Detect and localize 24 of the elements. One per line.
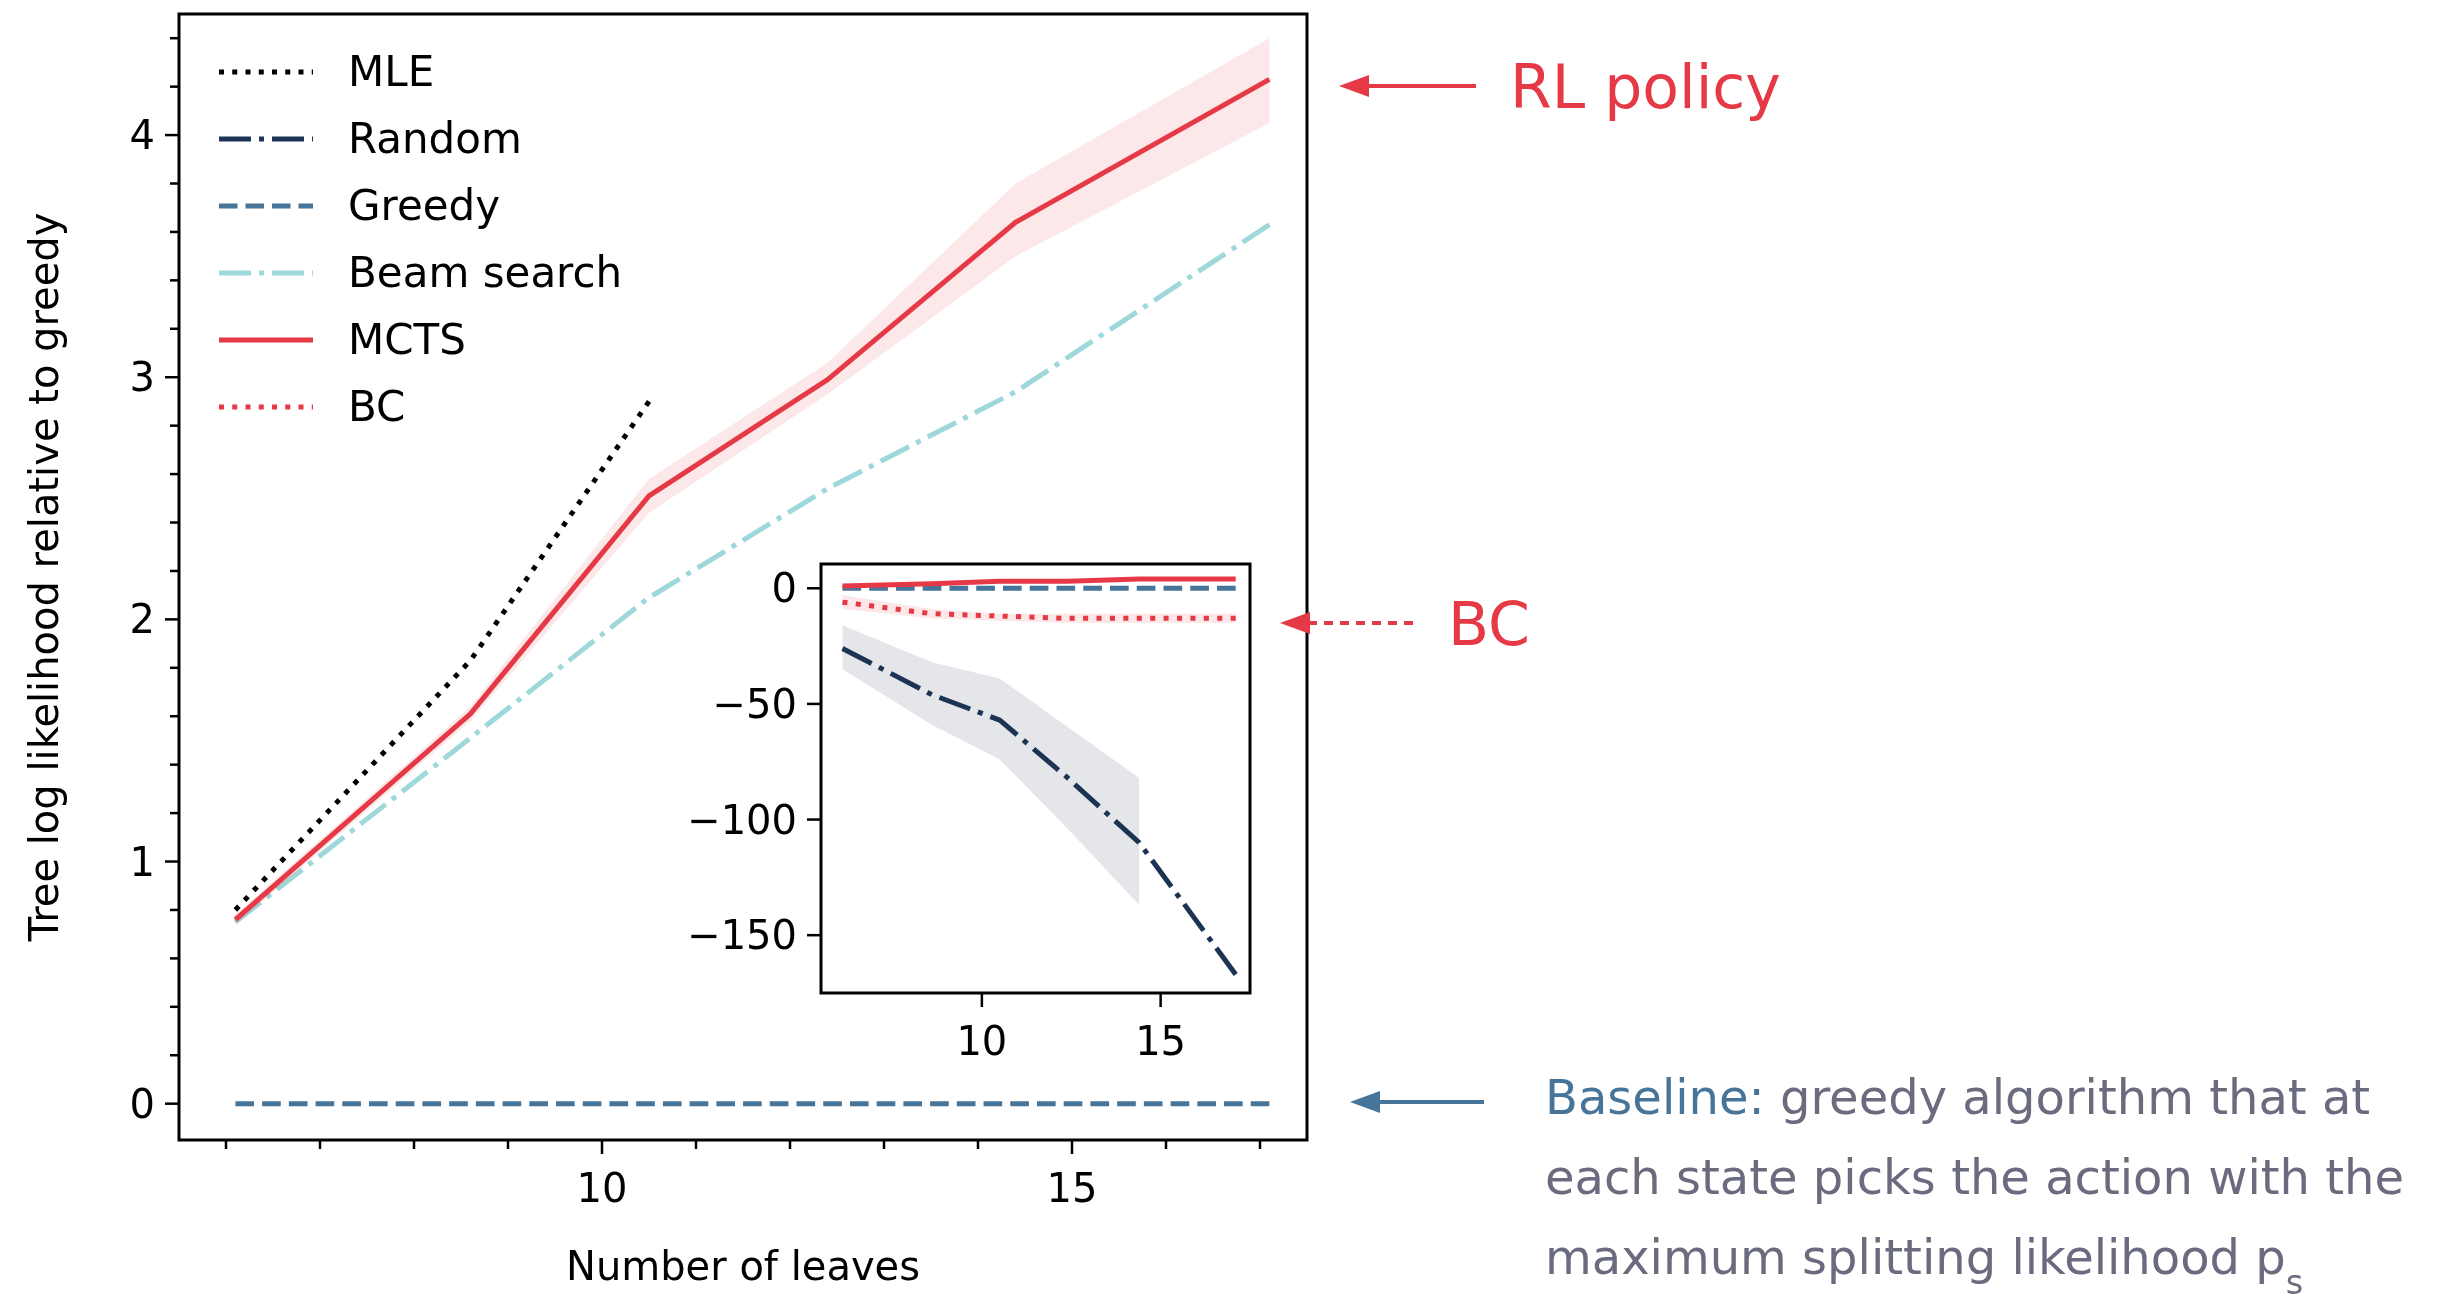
y-tick-label: −150 xyxy=(687,912,797,959)
y-tick-label: 1 xyxy=(129,838,155,885)
x-tick-label: 10 xyxy=(956,1018,1008,1064)
y-tick-label: −50 xyxy=(712,680,797,727)
y-tick-label: 0 xyxy=(771,565,797,612)
y-tick-label: 0 xyxy=(129,1080,155,1127)
text: Baseline: greedy algorithm that at each state picks the action with the maximum splitting likelihood p$_{s}$ xyxy=(1545,1069,2405,1302)
x-tick-label: 15 xyxy=(1046,1165,1098,1211)
y-axis-title: Tree log likelihood relative to greedy xyxy=(21,212,67,943)
legend-label: Random xyxy=(348,114,522,163)
x-tick-label: 15 xyxy=(1135,1018,1187,1064)
y-tick-label: 4 xyxy=(129,112,155,159)
x-axis-title: Number of leaves xyxy=(565,1243,921,1289)
y-tick-label: −100 xyxy=(687,796,797,843)
x-tick-label: 10 xyxy=(576,1165,628,1211)
legend-label: Beam search xyxy=(348,248,623,297)
y-tick-label: 2 xyxy=(129,596,155,643)
text: BC xyxy=(1448,589,1531,659)
legend-label: MLE xyxy=(348,47,435,96)
legend-label: Greedy xyxy=(348,181,501,230)
y-tick-label: 3 xyxy=(129,354,155,401)
legend-label: BC xyxy=(348,382,406,431)
text: RL policy xyxy=(1510,52,1781,122)
legend-label: MCTS xyxy=(348,315,466,364)
